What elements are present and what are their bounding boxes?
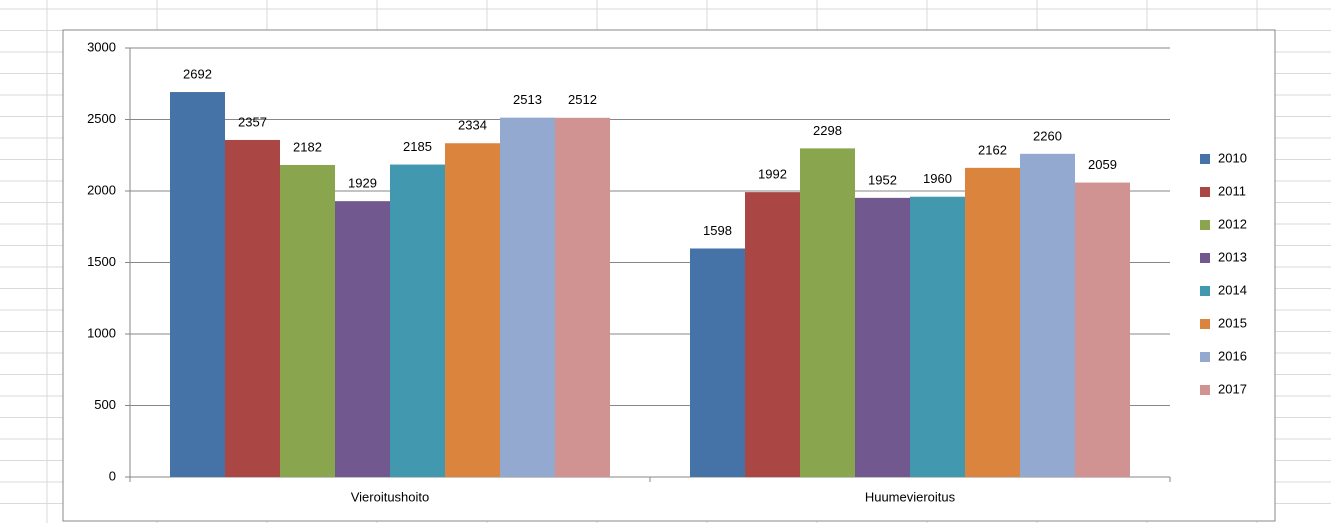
y-tick-label: 3000 xyxy=(87,39,116,54)
y-tick-label: 0 xyxy=(109,468,116,483)
bar xyxy=(965,167,1020,478)
legend-label: 2010 xyxy=(1218,150,1247,165)
bar xyxy=(335,201,390,477)
bar xyxy=(800,148,855,478)
bar xyxy=(500,117,555,478)
data-label: 2162 xyxy=(978,142,1007,157)
legend-swatch xyxy=(1200,187,1210,197)
bar xyxy=(910,196,965,477)
data-label: 1952 xyxy=(868,172,897,187)
legend-label: 2015 xyxy=(1218,315,1247,330)
data-label: 2692 xyxy=(183,66,212,81)
data-label: 2182 xyxy=(293,139,322,154)
bar xyxy=(855,197,910,477)
bar xyxy=(225,139,280,477)
data-label: 1929 xyxy=(348,176,377,191)
data-label: 1992 xyxy=(758,167,787,182)
legend-swatch xyxy=(1200,352,1210,362)
bar xyxy=(170,92,225,477)
legend-label: 2011 xyxy=(1218,183,1246,198)
y-tick-label: 1500 xyxy=(87,254,116,269)
legend-label: 2016 xyxy=(1218,348,1247,363)
data-label: 2512 xyxy=(568,92,597,107)
legend-swatch xyxy=(1200,385,1210,395)
legend-swatch xyxy=(1200,220,1210,230)
bar xyxy=(280,164,335,477)
bar xyxy=(1075,182,1130,478)
legend-swatch xyxy=(1200,286,1210,296)
legend-swatch xyxy=(1200,319,1210,329)
bar xyxy=(745,192,800,478)
legend-label: 2012 xyxy=(1218,216,1247,231)
data-label: 2260 xyxy=(1033,128,1062,143)
data-label: 2298 xyxy=(813,123,842,138)
legend-swatch xyxy=(1200,154,1210,164)
legend-swatch xyxy=(1200,253,1210,263)
data-label: 1598 xyxy=(703,223,732,238)
y-tick-label: 2000 xyxy=(87,182,116,197)
legend-label: 2014 xyxy=(1218,282,1247,297)
bar xyxy=(690,248,745,477)
data-label: 2513 xyxy=(513,92,542,107)
legend-label: 2013 xyxy=(1218,249,1247,264)
data-label: 1960 xyxy=(923,171,952,186)
bar xyxy=(390,164,445,478)
data-label: 2059 xyxy=(1088,157,1117,172)
bar xyxy=(1020,153,1075,477)
x-tick-label: Huumevieroitus xyxy=(865,489,956,504)
x-tick-label: Vieroitushoito xyxy=(351,489,430,504)
data-label: 2185 xyxy=(403,139,432,154)
y-tick-label: 2500 xyxy=(87,111,116,126)
data-label: 2357 xyxy=(238,114,267,129)
legend-label: 2017 xyxy=(1218,381,1247,396)
y-tick-label: 1000 xyxy=(87,325,116,340)
y-tick-label: 500 xyxy=(94,397,116,412)
bar xyxy=(445,143,500,477)
data-label: 2334 xyxy=(458,118,487,133)
bar xyxy=(555,117,610,477)
